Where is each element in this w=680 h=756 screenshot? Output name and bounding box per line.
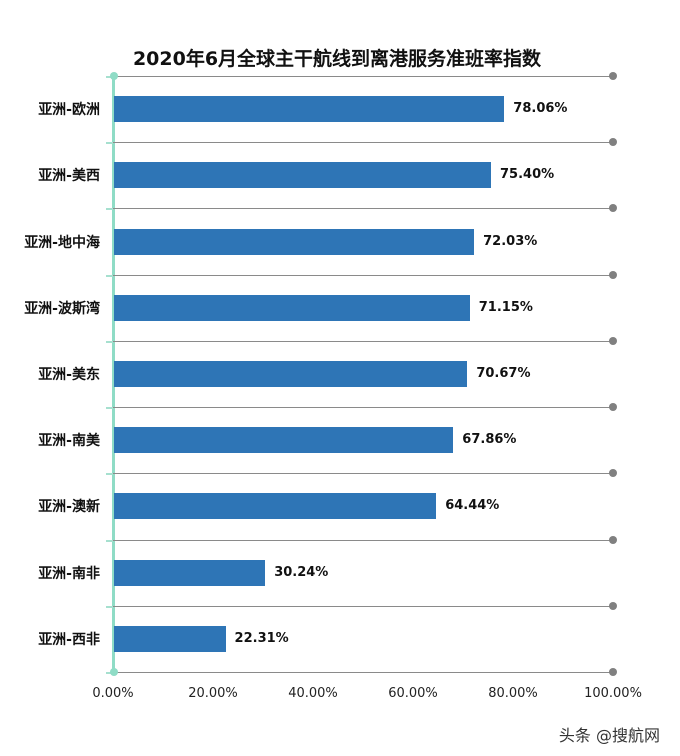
x-axis-tick-label: 0.00% (92, 686, 134, 701)
y-axis-tick (106, 341, 113, 343)
data-label: 64.44% (445, 498, 500, 514)
data-label: 75.40% (500, 167, 555, 183)
bar (114, 493, 437, 520)
gridline (113, 473, 613, 474)
bar (114, 228, 475, 255)
y-axis-tick (106, 407, 113, 409)
data-label: 70.67% (476, 366, 531, 381)
y-axis-tick (106, 606, 113, 608)
watermark: 头条 @搜航网 (558, 726, 660, 745)
bar (114, 361, 468, 387)
gridline-end-dot (609, 536, 617, 544)
bar (114, 559, 266, 586)
category-label: 亚洲-南美 (38, 433, 100, 450)
y-axis-tick (106, 142, 113, 144)
gridline (113, 407, 613, 408)
y-axis-tick (106, 275, 113, 277)
data-label: 30.24% (274, 564, 329, 580)
category-label: 亚洲-美东 (38, 367, 100, 383)
gridline-end-dot (609, 403, 617, 411)
y-axis-end-dot (110, 668, 118, 676)
y-axis-end-dot (110, 72, 118, 80)
y-axis-line (112, 76, 115, 672)
y-axis-tick (106, 473, 113, 475)
data-label: 22.31% (234, 630, 289, 646)
gridline-end-dot (609, 204, 617, 212)
gridline (113, 540, 613, 541)
gridline-end-dot (609, 337, 617, 345)
x-axis-tick-label: 60.00% (388, 686, 438, 701)
gridline (113, 208, 613, 209)
bar (114, 625, 226, 652)
category-label: 亚洲-西非 (38, 631, 100, 648)
gridline-end-dot (609, 138, 617, 146)
bar (114, 427, 454, 454)
x-axis-tick-label: 40.00% (288, 686, 338, 701)
gridline (113, 606, 613, 607)
category-label: 亚洲-澳新 (38, 499, 100, 516)
gridline (113, 341, 613, 342)
y-axis-tick (106, 540, 113, 542)
category-label: 亚洲-南非 (38, 565, 100, 582)
gridline-end-dot (609, 72, 617, 80)
gridline-end-dot (609, 602, 617, 610)
bar (114, 96, 505, 123)
y-axis-tick (106, 76, 113, 78)
data-label: 78.06% (513, 101, 568, 117)
bar (114, 294, 470, 321)
y-axis-tick (106, 672, 113, 674)
data-label: 72.03% (483, 233, 538, 249)
category-label: 亚洲-地中海 (24, 234, 100, 251)
x-axis-tick-label: 100.00% (584, 686, 642, 701)
gridline (113, 142, 613, 143)
bar (114, 162, 491, 189)
data-label: 67.86% (462, 432, 517, 448)
y-axis-tick (106, 208, 113, 210)
gridline-end-dot (609, 469, 617, 477)
chart-title: 2020年6月全球主干航线到离港服务准班率指数 (132, 48, 542, 70)
x-axis-tick-label: 20.00% (188, 686, 238, 701)
gridline-end-dot (609, 271, 617, 279)
gridline-end-dot (609, 668, 617, 676)
gridline (113, 672, 613, 673)
category-label: 亚洲-欧洲 (38, 102, 100, 119)
data-label: 71.15% (478, 299, 533, 315)
gridline (113, 76, 613, 77)
category-label: 亚洲-波斯湾 (24, 300, 100, 317)
x-axis-tick-label: 80.00% (488, 686, 538, 701)
gridline (113, 275, 613, 276)
category-label: 亚洲-美西 (38, 168, 100, 185)
